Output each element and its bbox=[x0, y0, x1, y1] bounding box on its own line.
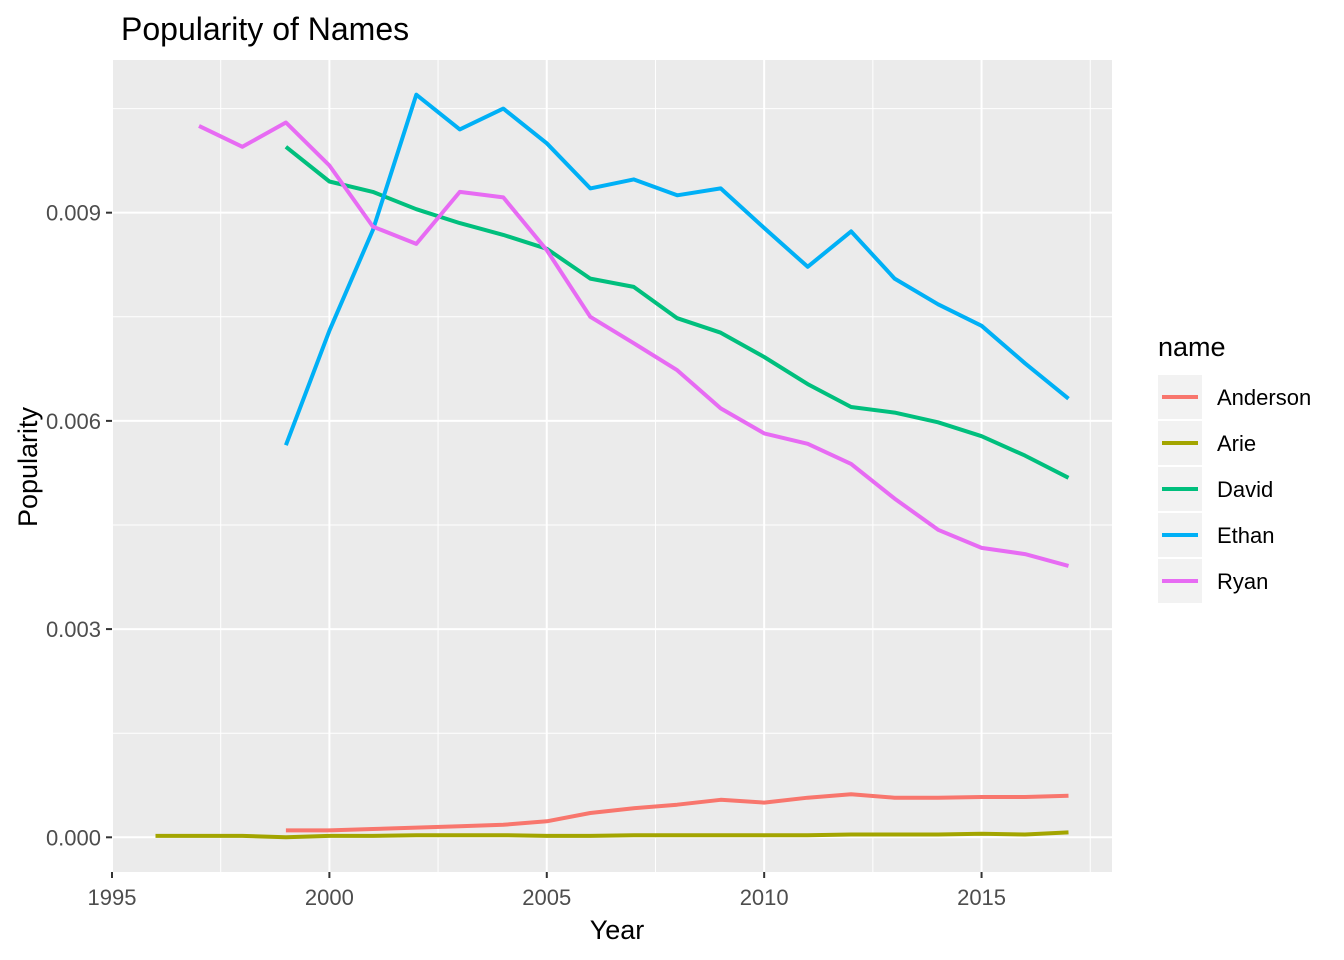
legend-label-arie: Arie bbox=[1217, 431, 1256, 456]
y-axis-title: Popularity bbox=[13, 406, 43, 527]
y-tick-label: 0.006 bbox=[46, 409, 101, 434]
plot-panel bbox=[112, 60, 1112, 872]
series-line-ryan bbox=[198, 120, 1070, 568]
x-axis-title: Year bbox=[590, 915, 645, 945]
legend-label-david: David bbox=[1217, 477, 1273, 502]
major-gridlines bbox=[111, 60, 1112, 872]
series-line-david bbox=[284, 145, 1070, 480]
series-line-ethan bbox=[284, 92, 1070, 446]
x-tick-label: 2005 bbox=[522, 885, 571, 910]
series-line-anderson bbox=[285, 792, 1069, 833]
x-axis: 1995 2000 2005 2010 2015 bbox=[88, 872, 1006, 910]
series-lines bbox=[155, 92, 1070, 840]
legend-label-anderson: Anderson bbox=[1217, 385, 1311, 410]
legend: name Anderson Arie David Ethan Ryan bbox=[1158, 332, 1311, 603]
x-tick-label: 2015 bbox=[957, 885, 1006, 910]
x-tick-label: 2000 bbox=[305, 885, 354, 910]
legend-label-ryan: Ryan bbox=[1217, 569, 1268, 594]
minor-gridlines bbox=[112, 60, 1112, 872]
y-tick-label: 0.009 bbox=[46, 201, 101, 226]
legend-title: name bbox=[1158, 332, 1226, 362]
x-tick-label: 1995 bbox=[88, 885, 137, 910]
y-tick-label: 0.000 bbox=[46, 825, 101, 850]
legend-label-ethan: Ethan bbox=[1217, 523, 1275, 548]
chart-title: Popularity of Names bbox=[121, 11, 409, 47]
series-line-arie bbox=[155, 830, 1069, 840]
x-tick-label: 2010 bbox=[740, 885, 789, 910]
y-tick-label: 0.003 bbox=[46, 617, 101, 642]
y-axis: 0.000 0.003 0.006 0.009 bbox=[46, 201, 112, 850]
